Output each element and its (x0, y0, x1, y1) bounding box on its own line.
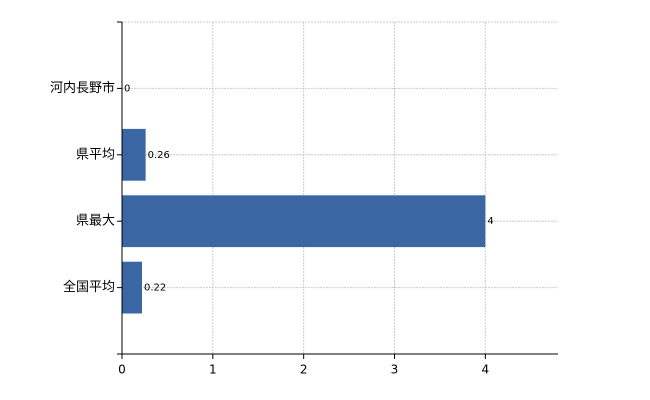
x-tick-label: 3 (391, 363, 399, 377)
x-tick-label: 0 (118, 363, 126, 377)
y-tick-label: 河内長野市 (50, 80, 115, 96)
value-label: 0.26 (148, 150, 170, 161)
x-tick-label: 2 (300, 363, 308, 377)
value-label: 0 (124, 83, 130, 94)
x-tick-label: 4 (482, 363, 490, 377)
value-label: 0.22 (144, 283, 166, 294)
x-tick-label: 1 (209, 363, 217, 377)
bar (122, 261, 142, 314)
y-tick-label: 全国平均 (63, 279, 115, 295)
value-label: 4 (487, 216, 493, 227)
bar (122, 195, 486, 248)
y-tick-label: 県最大 (76, 214, 115, 229)
bar (122, 128, 146, 181)
y-tick-label: 県平均 (76, 147, 115, 162)
